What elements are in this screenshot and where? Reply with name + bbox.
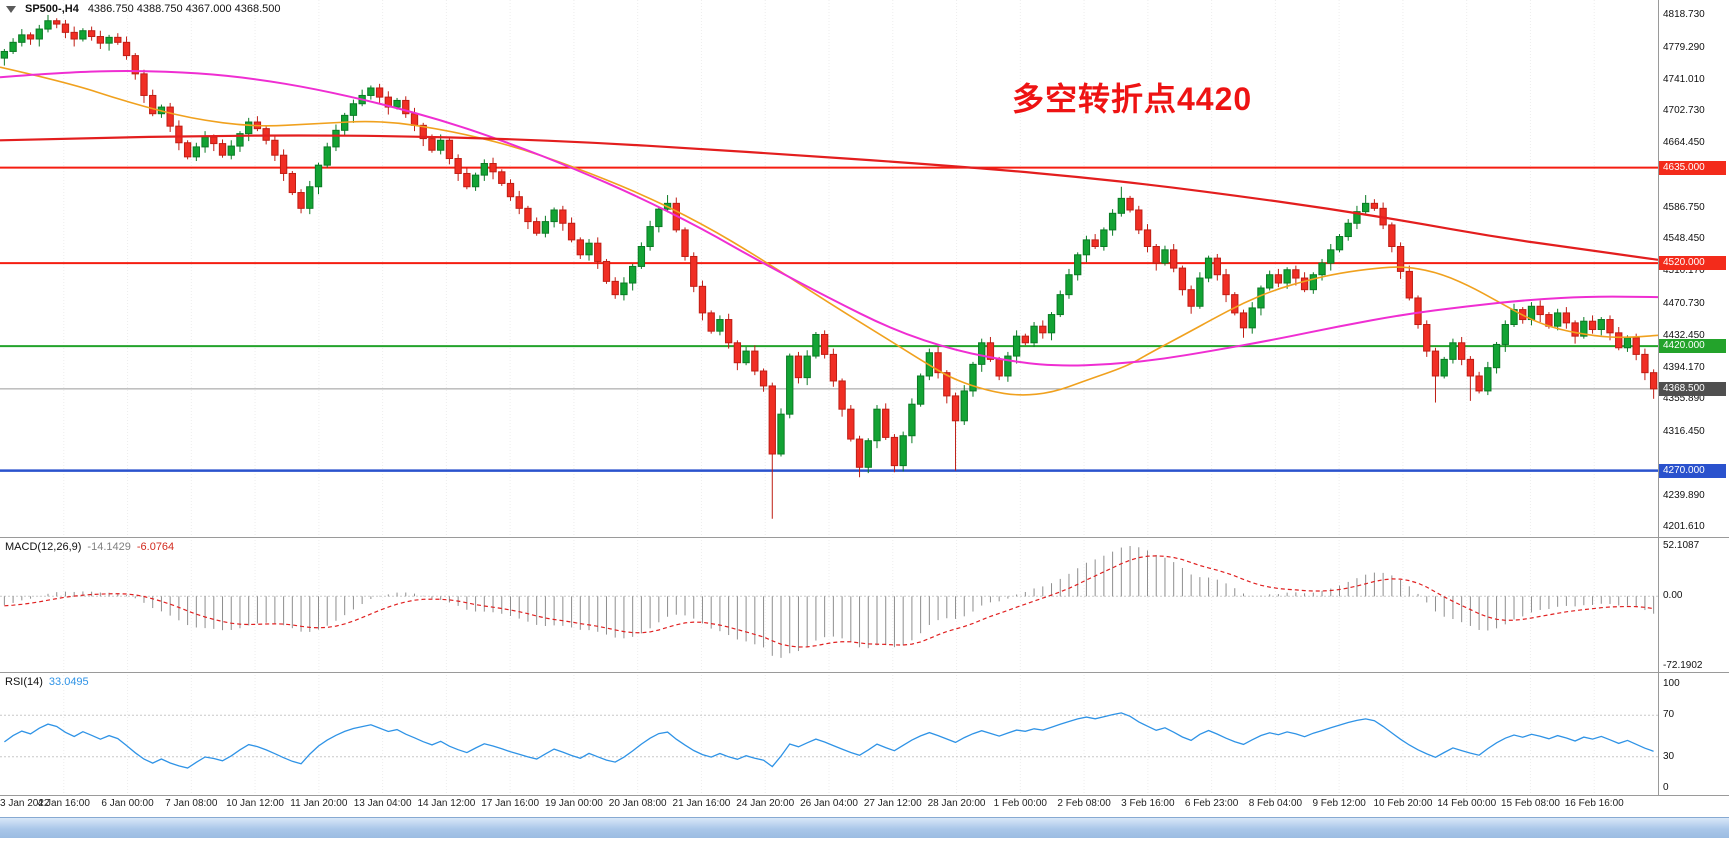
time-axis-label: 10 Feb 20:00: [1373, 798, 1433, 809]
rsi-axis-label: 0: [1663, 782, 1669, 793]
time-axis-label: 21 Jan 16:00: [672, 798, 731, 809]
symbol-info-bar: SP500-,H4 4386.750 4388.750 4367.000 436…: [6, 3, 281, 15]
macd-signal-line: [4, 555, 1654, 648]
rsi-value: 33.0495: [48, 676, 89, 688]
time-axis-label: 7 Jan 08:00: [165, 798, 218, 809]
time-axis: 3 Jan 2022 4 Jan 16:00 6 Jan 00:00 7 Jan 08…: [0, 798, 1658, 814]
time-axis-label: 10 Jan 12:00: [226, 798, 284, 809]
time-axis-label: 3 Feb 16:00: [1121, 798, 1175, 809]
scrollbar-thumb[interactable]: [0, 818, 1729, 838]
time-axis-label: 27 Jan 12:00: [863, 798, 922, 809]
price-axis-label: 4239.890: [1663, 489, 1705, 501]
horizontal-scrollbar[interactable]: [0, 817, 1729, 838]
time-axis-label: 15 Feb 08:00: [1500, 798, 1560, 809]
price-axis-label: 4548.450: [1663, 233, 1705, 245]
time-axis-label: 8 Feb 04:00: [1248, 798, 1303, 809]
time-axis-label: 2 Feb 08:00: [1057, 798, 1111, 809]
price-axis-label: 4741.010: [1663, 73, 1705, 85]
time-axis-label: 24 Jan 20:00: [736, 798, 795, 809]
price-axis-label: 4355.890: [1663, 393, 1705, 405]
rsi-axis-label: 30: [1663, 750, 1675, 762]
ma-fast-orange-line: [0, 66, 1659, 396]
time-axis-label: 28 Jan 20:00: [927, 798, 986, 809]
ma-slow-red-line: [0, 134, 1659, 261]
chart-shift-marker-icon: [6, 5, 16, 13]
time-axis-label: 13 Jan 04:00: [353, 798, 412, 809]
time-axis-label: 16 Feb 16:00: [1564, 798, 1624, 809]
time-axis-label: 17 Jan 16:00: [481, 798, 540, 809]
price-badge: 4420.000: [1659, 339, 1726, 354]
macd-main-value: -14.1429: [87, 541, 131, 553]
symbol-period-label: SP500-,H4: [25, 3, 79, 15]
time-axis-label: 11 Jan 20:00: [290, 798, 348, 809]
price-axis-label: 4702.730: [1663, 105, 1705, 117]
macd-axis-label: 0.00: [1663, 590, 1683, 602]
price-axis-label: 4779.290: [1663, 41, 1705, 53]
time-axis-label: 14 Jan 12:00: [417, 798, 476, 809]
price-axis-label: 4664.450: [1663, 137, 1705, 149]
price-axis-label: 4316.450: [1663, 426, 1705, 438]
price-badge: 4635.000: [1659, 160, 1726, 175]
price-axis-label: 4818.730: [1663, 9, 1705, 21]
price-badge: 4368.500: [1659, 381, 1726, 396]
macd-axis-label: -72.1902: [1663, 660, 1703, 671]
price-axis-label: 4432.450: [1663, 329, 1705, 341]
time-axis-label: 19 Jan 00:00: [545, 798, 603, 809]
rsi-indicator-label: RSI(14) 33.0495: [5, 676, 89, 688]
ohlc-values: 4386.750 4388.750 4367.000 4368.500: [87, 3, 281, 15]
price-axis-label: 4470.730: [1663, 297, 1705, 309]
price-axis-label: 4510.170: [1663, 265, 1705, 277]
rsi-line: [4, 712, 1654, 769]
price-axis-label: 4201.610: [1663, 521, 1705, 533]
price-badge: 4270.000: [1659, 463, 1726, 478]
time-axis-label: 14 Feb 00:00: [1437, 798, 1497, 809]
time-axis-label: 3 Jan 2022: [0, 798, 50, 809]
macd-signal-value: -6.0764: [136, 541, 175, 553]
rsi-axis-label: 70: [1663, 709, 1675, 721]
ma-medium-magenta-line: [0, 70, 1659, 367]
price-axis-label: 4586.750: [1663, 201, 1705, 213]
price-badge: 4520.000: [1659, 256, 1726, 271]
rsi-name: RSI(14): [5, 676, 43, 688]
time-axis-label: 6 Jan 00:00: [101, 798, 154, 809]
macd-indicator-label: MACD(12,26,9) -14.1429 -6.0764: [5, 541, 174, 553]
rsi-axis-label: 100: [1663, 678, 1680, 689]
macd-name: MACD(12,26,9): [5, 541, 82, 553]
time-axis-label: 9 Feb 12:00: [1312, 798, 1366, 809]
time-axis-label: 1 Feb 00:00: [993, 798, 1047, 809]
chart-annotation-text[interactable]: 多空转折点4420: [1012, 81, 1253, 117]
time-axis-label: 20 Jan 08:00: [608, 798, 667, 809]
price-axis-label: 4394.170: [1663, 361, 1705, 373]
time-axis-label: 6 Feb 23:00: [1184, 798, 1239, 809]
time-axis-label: 26 Jan 04:00: [800, 798, 858, 809]
macd-axis-label: 52.1087: [1663, 540, 1700, 551]
price-axis: 4818.730 4779.290 4741.010 4702.730 4664.450…: [1659, 0, 1729, 796]
time-axis-label: 4 Jan 16:00: [37, 798, 90, 809]
macd-histogram: [3, 546, 1655, 658]
